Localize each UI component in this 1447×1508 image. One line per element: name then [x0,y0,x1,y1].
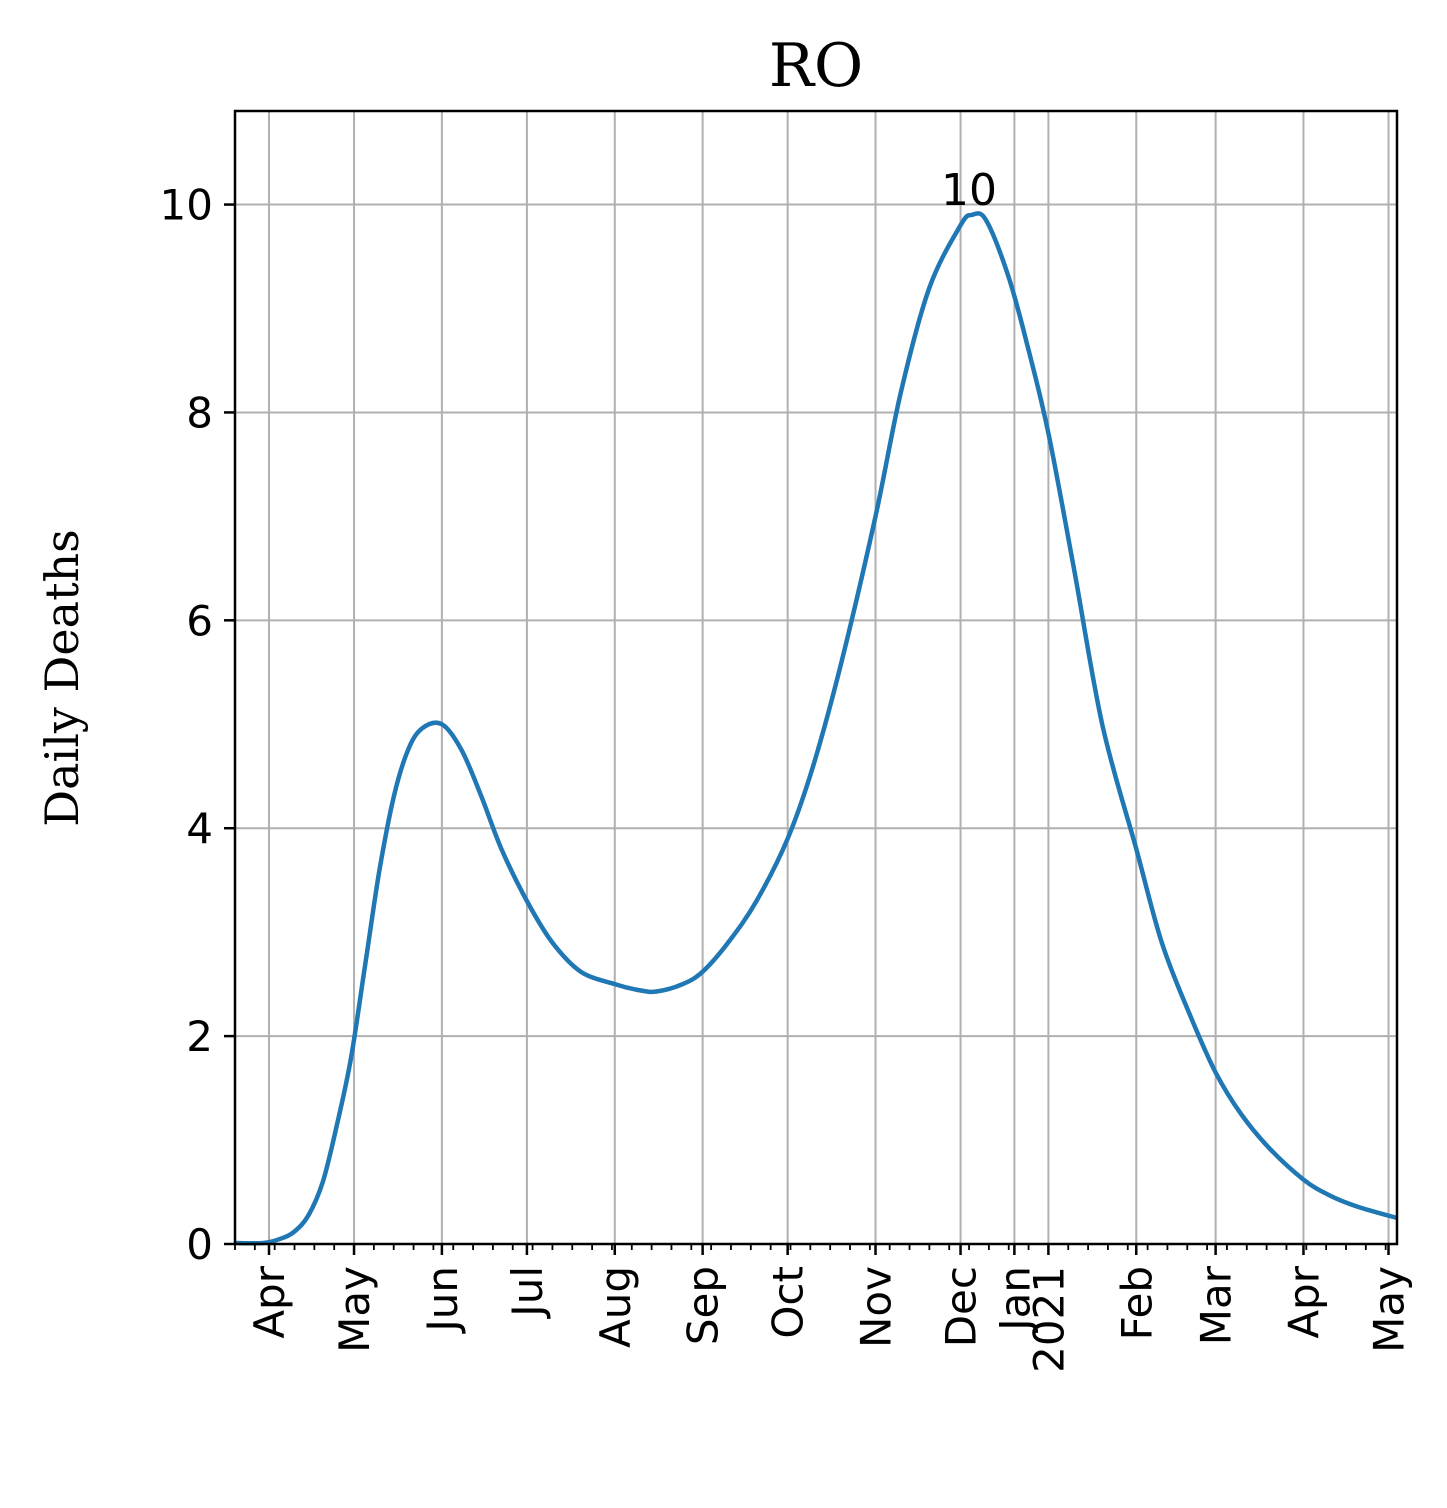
grid [235,111,1397,1245]
y-tick-label: 10 [160,181,213,230]
annotation-layer: 10 [941,165,997,216]
x-tick-label: Jan [990,1266,1039,1334]
x-tick-label: May [330,1266,379,1353]
x-tick-label: Dec [937,1266,986,1347]
chart-title: RO [769,31,863,101]
x-tick-label: Jul [503,1266,552,1320]
y-tick-label: 6 [186,596,213,645]
x-tick-label: Jun [418,1266,467,1335]
x-tick-label: May [1364,1266,1413,1353]
plot-frame [233,109,1399,1246]
axis-ticks: 0 2 4 6 8 10 Apr May Jun Jul Aug Sep Oct Nov Dec Jan202… [160,181,1414,1373]
x-tick-label: Oct [764,1266,813,1339]
x-tick-label: 2021 [1024,1266,1073,1373]
y-tick-label: 8 [186,388,213,437]
y-tick-label: 4 [186,804,213,853]
peak-annotation: 10 [941,165,997,216]
x-tick-label: Sep [679,1266,728,1345]
x-tick-label: Apr [1279,1265,1328,1338]
x-tick-label: Mar [1192,1265,1241,1345]
x-tick-label: Feb [1112,1266,1161,1340]
y-tick-label: 0 [186,1220,213,1269]
x-tick-label: Nov [852,1266,901,1348]
series-layer [234,211,1398,1246]
x-tick-label: Apr [245,1265,294,1338]
y-tick-label: 2 [186,1012,213,1061]
x-tick-label: Aug [591,1266,640,1348]
y-axis-label: Daily Deaths [35,529,89,827]
series-line [234,211,1398,1246]
